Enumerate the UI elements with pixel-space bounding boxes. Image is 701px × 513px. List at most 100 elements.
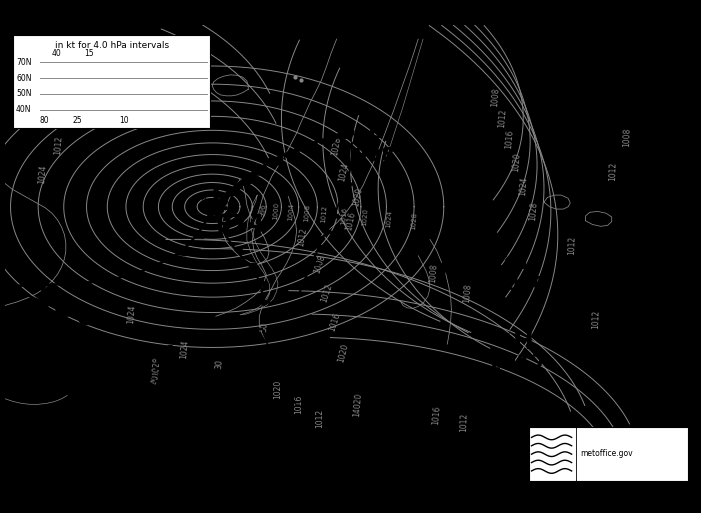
Text: ×: ×	[607, 412, 616, 422]
Polygon shape	[238, 175, 253, 185]
Text: 1008: 1008	[312, 253, 327, 274]
Text: L: L	[367, 122, 382, 142]
Text: 1004: 1004	[287, 203, 294, 221]
Polygon shape	[13, 288, 28, 297]
Text: 1020: 1020	[362, 208, 369, 226]
Text: 1012: 1012	[497, 108, 508, 128]
Text: 1028: 1028	[331, 136, 343, 156]
Text: L: L	[391, 372, 407, 396]
Text: 10: 10	[119, 116, 129, 125]
Text: 1008: 1008	[303, 204, 311, 222]
Text: 974: 974	[215, 213, 265, 238]
Polygon shape	[441, 261, 451, 270]
Text: 1024: 1024	[385, 210, 393, 228]
Text: 1016: 1016	[432, 406, 442, 425]
Text: 1020: 1020	[95, 75, 106, 95]
Polygon shape	[346, 181, 354, 186]
Text: ×: ×	[135, 346, 144, 356]
Text: 80: 80	[39, 116, 49, 125]
Text: 40: 40	[151, 374, 161, 384]
Text: 40: 40	[51, 49, 61, 58]
Text: H: H	[513, 330, 533, 354]
Text: 1024: 1024	[179, 339, 190, 359]
Text: 1030: 1030	[123, 367, 184, 387]
Text: 1017: 1017	[485, 354, 547, 374]
Text: 1012: 1012	[567, 235, 576, 254]
Polygon shape	[97, 280, 107, 287]
Text: 40N: 40N	[16, 105, 32, 114]
Text: 60N: 60N	[16, 74, 32, 83]
Polygon shape	[223, 230, 232, 236]
Text: metoffice.gov: metoffice.gov	[580, 449, 633, 459]
Polygon shape	[300, 142, 317, 151]
Text: 1024: 1024	[126, 304, 137, 324]
Text: L: L	[280, 430, 297, 454]
Text: 1016: 1016	[72, 106, 83, 126]
Text: 998: 998	[355, 146, 395, 165]
Text: 1020: 1020	[511, 152, 522, 172]
Text: 1008: 1008	[622, 127, 632, 147]
Text: 1028: 1028	[529, 202, 539, 221]
Text: 1016: 1016	[328, 312, 343, 333]
Bar	[529, 427, 688, 481]
Polygon shape	[207, 213, 217, 220]
Text: 1024: 1024	[518, 176, 529, 196]
Polygon shape	[318, 136, 336, 145]
Text: 15: 15	[85, 49, 94, 58]
Text: 14020: 14020	[352, 392, 363, 417]
Text: ×: ×	[379, 374, 388, 384]
Polygon shape	[262, 299, 271, 305]
Polygon shape	[79, 317, 95, 325]
Text: 50: 50	[259, 322, 269, 332]
Text: 1012: 1012	[608, 162, 618, 182]
Text: 1008: 1008	[428, 263, 439, 283]
Text: 1024: 1024	[337, 162, 350, 182]
Polygon shape	[337, 129, 354, 138]
Text: L: L	[519, 253, 533, 273]
Polygon shape	[247, 264, 257, 269]
Polygon shape	[215, 213, 224, 219]
Text: 70N: 70N	[16, 58, 32, 67]
Polygon shape	[213, 196, 227, 207]
Polygon shape	[259, 281, 268, 287]
Polygon shape	[339, 197, 348, 203]
Polygon shape	[350, 165, 358, 170]
Text: 1008: 1008	[463, 283, 473, 303]
Text: 1017: 1017	[254, 454, 316, 474]
Polygon shape	[178, 336, 195, 342]
Polygon shape	[234, 248, 243, 253]
Text: 1012: 1012	[460, 412, 470, 432]
Polygon shape	[225, 185, 240, 196]
Text: 1012: 1012	[319, 283, 334, 303]
Polygon shape	[125, 273, 135, 281]
Text: 1020: 1020	[351, 187, 364, 208]
Text: 1028: 1028	[151, 356, 163, 376]
Text: 1012: 1012	[53, 135, 64, 155]
Text: 1016: 1016	[344, 210, 357, 231]
Polygon shape	[229, 333, 246, 340]
Text: 1012: 1012	[315, 409, 324, 428]
Polygon shape	[311, 261, 319, 266]
Text: 1010: 1010	[361, 396, 423, 416]
Text: 1000: 1000	[273, 202, 280, 220]
Polygon shape	[251, 165, 267, 175]
Text: L: L	[210, 188, 228, 216]
Polygon shape	[304, 277, 312, 282]
Text: 1024: 1024	[38, 164, 48, 184]
Polygon shape	[437, 278, 446, 287]
Polygon shape	[352, 148, 360, 153]
Text: 1012: 1012	[320, 205, 328, 224]
Polygon shape	[34, 299, 49, 307]
Polygon shape	[449, 254, 461, 262]
Text: 1003: 1003	[562, 435, 623, 455]
Text: ×: ×	[503, 330, 512, 340]
Text: H: H	[154, 344, 175, 368]
Polygon shape	[437, 269, 445, 278]
Text: 1020: 1020	[273, 380, 283, 399]
Text: in kt for 4.0 hPa intervals: in kt for 4.0 hPa intervals	[55, 41, 169, 50]
Polygon shape	[266, 156, 283, 166]
Text: L: L	[18, 425, 34, 449]
Text: ×: ×	[8, 426, 18, 437]
Text: 25: 25	[72, 116, 82, 125]
Text: 1012: 1012	[296, 227, 308, 248]
